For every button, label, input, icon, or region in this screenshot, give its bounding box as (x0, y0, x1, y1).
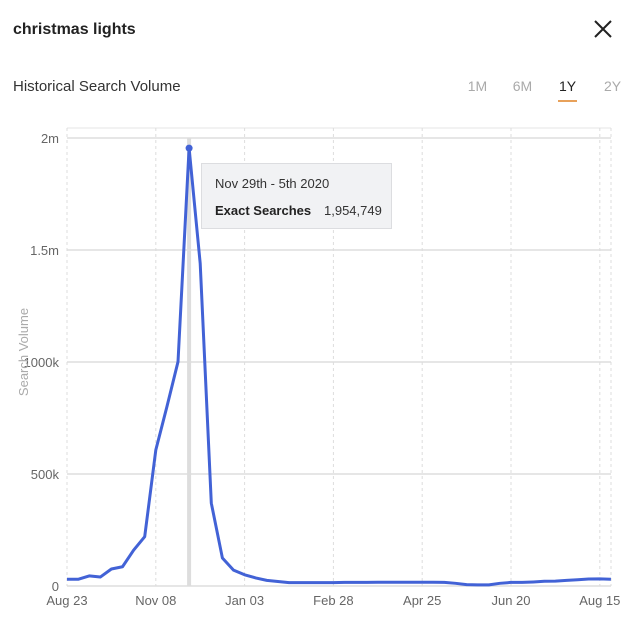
x-tick-label: Feb 28 (313, 593, 353, 608)
x-tick-label: Aug 23 (46, 593, 87, 608)
range-tab-1m[interactable]: 1M (467, 78, 488, 94)
x-tick-label: Aug 15 (579, 593, 620, 608)
close-icon[interactable] (592, 18, 614, 40)
tooltip-date: Nov 29th - 5th 2020 (215, 176, 330, 191)
y-tick-label: 1.5m (30, 243, 59, 258)
x-tick-label: Apr 25 (403, 593, 441, 608)
range-tabs: 1M 6M 1Y 2Y (455, 78, 635, 102)
y-tick-label: 1000k (24, 355, 60, 370)
data-point (185, 144, 193, 152)
range-tab-6m[interactable]: 6M (512, 78, 533, 94)
x-tick-label: Jun 20 (491, 593, 530, 608)
tooltip: Nov 29th - 5th 2020 Exact Searches 1,954… (201, 163, 392, 229)
y-tick-label: 0 (52, 579, 59, 594)
range-tab-2y[interactable]: 2Y (603, 78, 622, 94)
y-axis-label: Search Volume (16, 308, 31, 396)
y-tick-label: 500k (31, 467, 60, 482)
tooltip-label: Exact Searches (215, 203, 312, 218)
x-tick-label: Nov 08 (135, 593, 176, 608)
section-title: Historical Search Volume (13, 78, 181, 95)
tooltip-value: 1,954,749 (324, 203, 382, 218)
series-line (67, 146, 611, 587)
keyword-title: christmas lights (13, 21, 136, 38)
x-tick-label: Jan 03 (225, 593, 264, 608)
range-tab-1y[interactable]: 1Y (545, 78, 590, 102)
y-tick-label: 2m (41, 131, 59, 146)
